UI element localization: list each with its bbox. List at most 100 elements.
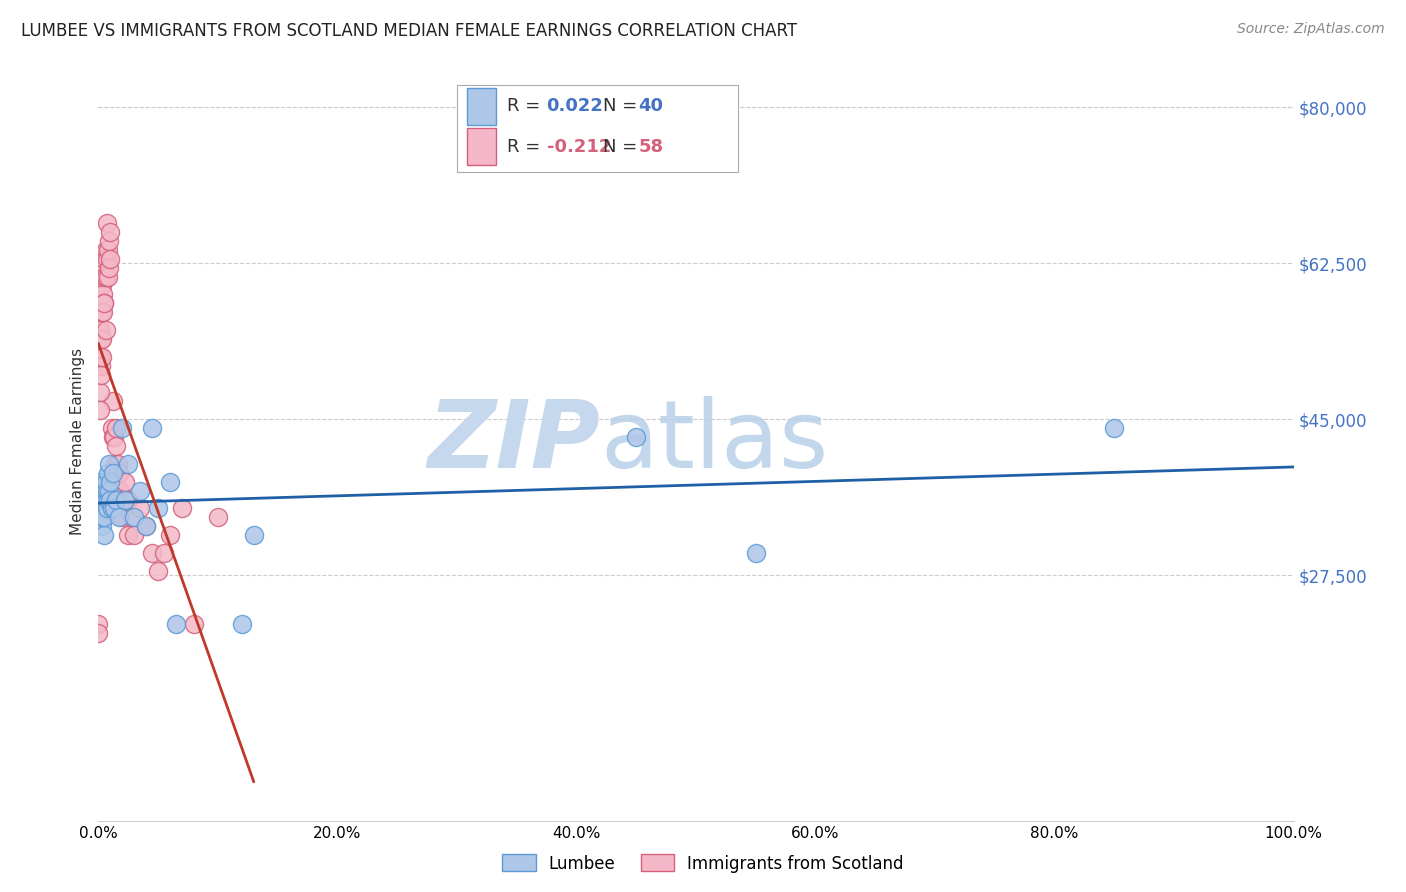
Text: 58: 58 <box>638 137 664 155</box>
Point <box>96 252 118 266</box>
Point <box>90 368 112 382</box>
Point <box>91 260 114 275</box>
Point <box>111 492 134 507</box>
Point <box>89 385 111 400</box>
Point <box>87 617 110 632</box>
Point <box>100 501 122 516</box>
Point <box>98 234 121 248</box>
Point <box>98 475 122 489</box>
FancyBboxPatch shape <box>467 128 496 165</box>
Point <box>105 421 128 435</box>
Point <box>103 430 125 444</box>
Point <box>107 510 129 524</box>
Point <box>93 269 115 284</box>
Point <box>93 528 115 542</box>
Text: N =: N = <box>603 137 643 155</box>
Point <box>94 323 117 337</box>
Point <box>626 430 648 444</box>
Point <box>96 483 118 498</box>
Point <box>141 421 163 435</box>
Point <box>104 457 127 471</box>
FancyBboxPatch shape <box>467 88 496 125</box>
Point <box>91 332 114 346</box>
Point <box>107 457 129 471</box>
Point <box>141 546 163 560</box>
Point <box>98 457 121 471</box>
Point <box>159 475 181 489</box>
Point <box>101 394 124 409</box>
Point <box>89 403 111 417</box>
FancyBboxPatch shape <box>457 85 738 172</box>
Point <box>207 510 229 524</box>
Point <box>90 483 112 498</box>
Point <box>105 492 128 507</box>
Text: N =: N = <box>603 97 643 115</box>
Point <box>94 475 117 489</box>
Point <box>103 501 125 516</box>
Point <box>98 252 122 266</box>
Text: atlas: atlas <box>600 395 828 488</box>
Point <box>91 305 114 319</box>
Point <box>745 546 768 560</box>
Point <box>89 350 111 364</box>
Point <box>93 296 115 310</box>
Point <box>91 492 114 507</box>
Point <box>98 225 122 239</box>
Point <box>129 483 152 498</box>
Text: R =: R = <box>508 97 546 115</box>
Point <box>96 216 118 230</box>
Point <box>111 421 134 435</box>
Point <box>105 439 128 453</box>
Point <box>97 466 120 480</box>
Point <box>91 305 114 319</box>
Point <box>100 421 122 435</box>
Point <box>117 528 139 542</box>
Point <box>148 501 170 516</box>
Point <box>94 269 117 284</box>
Point <box>121 510 143 524</box>
Point <box>165 617 187 632</box>
Point <box>91 278 114 293</box>
Point <box>89 323 111 337</box>
Point <box>93 296 115 310</box>
Point <box>148 564 170 578</box>
Point <box>135 519 157 533</box>
Point <box>89 492 111 507</box>
Point <box>89 475 111 489</box>
Point <box>91 501 114 516</box>
Point <box>87 626 110 640</box>
Point <box>108 483 131 498</box>
Y-axis label: Median Female Earnings: Median Female Earnings <box>70 348 86 535</box>
Point <box>231 617 253 632</box>
Point <box>94 492 117 507</box>
Point <box>90 359 112 373</box>
Point <box>124 510 146 524</box>
Point <box>91 510 114 524</box>
Point <box>98 260 121 275</box>
Text: R =: R = <box>508 137 546 155</box>
Point <box>97 243 120 257</box>
Point <box>93 510 115 524</box>
Point <box>91 519 114 533</box>
Point <box>93 252 115 266</box>
Point <box>101 466 124 480</box>
Point <box>159 528 181 542</box>
Point <box>97 492 120 507</box>
Point <box>117 457 139 471</box>
Point <box>135 519 157 533</box>
Point <box>153 546 176 560</box>
Point <box>124 528 146 542</box>
Point <box>91 350 114 364</box>
Text: 40: 40 <box>638 97 664 115</box>
Point <box>96 501 118 516</box>
Point <box>1104 421 1126 435</box>
Point <box>114 492 136 507</box>
Point <box>98 483 121 498</box>
Point <box>97 269 120 284</box>
Point <box>243 528 266 542</box>
Text: Source: ZipAtlas.com: Source: ZipAtlas.com <box>1237 22 1385 37</box>
Point <box>129 501 152 516</box>
Point <box>101 430 124 444</box>
Point <box>111 510 134 524</box>
Point <box>183 617 205 632</box>
